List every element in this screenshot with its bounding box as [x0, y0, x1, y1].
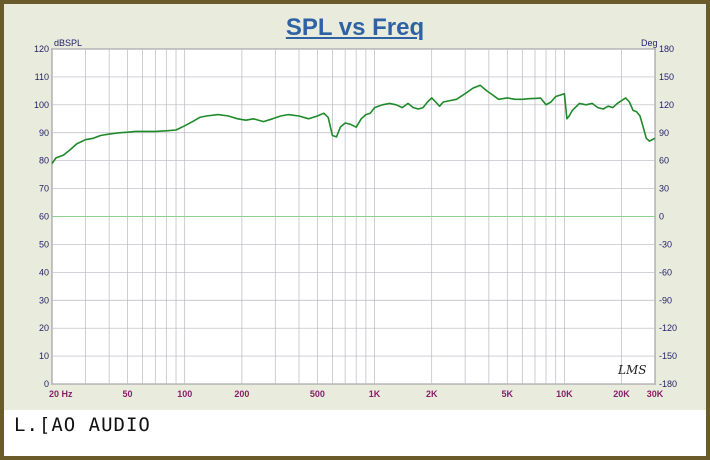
right-tick-label: -90	[659, 295, 672, 305]
left-tick-label: 60	[39, 212, 49, 222]
left-tick-label: 30	[39, 295, 49, 305]
left-tick-label: 110	[35, 72, 49, 82]
left-tick-label: 20	[39, 323, 49, 333]
right-tick-label: 90	[659, 128, 669, 138]
x-tick-label: 5K	[502, 389, 514, 399]
right-tick-label: 30	[659, 184, 669, 194]
right-axis-unit: Deg	[641, 38, 658, 48]
lms-signature: LMS	[618, 363, 647, 377]
right-tick-label: 120	[659, 100, 674, 110]
footer-bar	[4, 410, 706, 456]
left-tick-label: 120	[34, 44, 49, 54]
right-tick-label: -30	[659, 239, 672, 249]
left-tick-label: 50	[39, 239, 49, 249]
x-tick-label: 500	[310, 389, 325, 399]
left-tick-label: 40	[39, 267, 49, 277]
left-tick-label: 80	[39, 156, 49, 166]
x-tick-label: 50	[123, 389, 133, 399]
chart-title: SPL vs Freq	[285, 14, 425, 41]
left-axis-unit: dBSPL	[54, 38, 83, 48]
left-tick-label: 70	[39, 184, 49, 194]
x-tick-label: 100	[177, 389, 192, 399]
x-tick-label: 10K	[556, 389, 573, 399]
left-tick-label: 100	[34, 100, 49, 110]
right-tick-label: -150	[659, 351, 677, 361]
right-tick-label: -180	[659, 379, 677, 389]
spl-curve	[51, 84, 656, 164]
right-tick-label: 150	[659, 72, 674, 82]
left-tick-label: 0	[44, 379, 49, 389]
x-tick-label: 20K	[613, 389, 630, 399]
x-tick-label: 1K	[369, 389, 381, 399]
x-tick-label: 30K	[647, 389, 664, 399]
left-tick-label: 90	[39, 128, 49, 138]
right-tick-label: 180	[659, 44, 674, 54]
right-tick-label: -60	[659, 267, 672, 277]
left-tick-label: 10	[39, 351, 49, 361]
right-tick-label: 0	[659, 212, 664, 222]
x-tick-label: 2K	[426, 389, 438, 399]
right-tick-label: 60	[659, 156, 669, 166]
brand-logo: L.[AO AUDIO	[14, 414, 151, 436]
x-tick-label: 20 Hz	[49, 389, 73, 399]
x-tick-label: 200	[234, 389, 249, 399]
right-tick-label: -120	[659, 323, 677, 333]
